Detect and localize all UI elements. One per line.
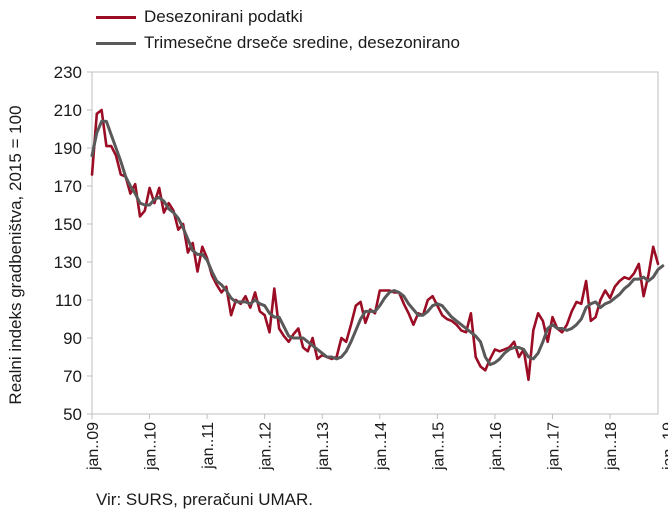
- x-tick-label-6: jan..15: [430, 422, 447, 471]
- legend-swatch-moving-average: [96, 41, 136, 45]
- y-tick-label-90: 90: [63, 329, 82, 348]
- y-tick-label-110: 110: [55, 291, 82, 310]
- y-tick-label-70: 70: [63, 367, 82, 386]
- x-tick-label-10: jan..19: [661, 422, 668, 471]
- y-tick-label-230: 230: [54, 63, 82, 82]
- x-tick-label-1: jan..10: [143, 422, 160, 471]
- legend: Desezonirani podatki Trimesečne drseče s…: [96, 4, 460, 56]
- x-tick-label-9: jan..18: [603, 422, 620, 471]
- series-line-seasonally-adjusted: [90, 108, 660, 382]
- legend-swatch-seasonally-adjusted: [96, 15, 136, 19]
- x-tick-label-4: jan..13: [315, 422, 332, 471]
- y-tick-label-50: 50: [63, 405, 82, 424]
- y-tick-label-130: 130: [54, 253, 82, 272]
- legend-item-seasonally-adjusted: Desezonirani podatki: [96, 4, 460, 30]
- y-tick-label-190: 190: [54, 139, 82, 158]
- source-note: Vir: SURS, preračuni UMAR.: [96, 490, 313, 509]
- x-tick-label-8: jan..17: [545, 422, 562, 471]
- y-tick-label-150: 150: [54, 215, 82, 234]
- x-tick-label-3: jan..12: [258, 422, 275, 471]
- legend-label-moving-average: Trimesečne drseče sredine, desezonirano: [144, 33, 460, 52]
- x-tick-label-7: jan..16: [488, 422, 505, 471]
- legend-label-seasonally-adjusted: Desezonirani podatki: [144, 7, 303, 26]
- x-tick-label-0: jan..09: [85, 422, 102, 471]
- x-tick-label-5: jan..14: [373, 422, 390, 471]
- legend-item-moving-average: Trimesečne drseče sredine, desezonirano: [96, 30, 460, 56]
- plot-frame: [91, 71, 659, 415]
- series-line-moving-average: [90, 119, 665, 367]
- y-tick-label-170: 170: [54, 177, 82, 196]
- y-tick-label-210: 210: [54, 101, 82, 120]
- x-tick-label-2: jan..11: [200, 422, 217, 470]
